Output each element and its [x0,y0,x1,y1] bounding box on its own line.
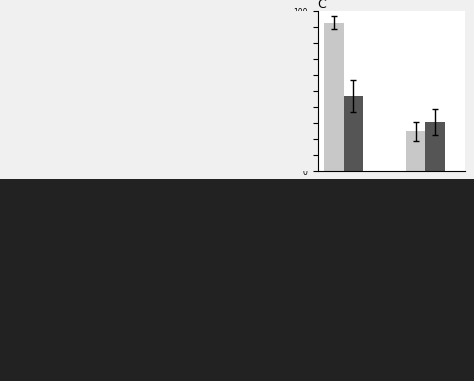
Bar [324,22,344,171]
Bar [344,96,363,171]
Bar [425,122,445,171]
Y-axis label: % of protein: % of protein [279,66,288,117]
Bar [406,131,425,171]
Text: C: C [318,0,326,11]
